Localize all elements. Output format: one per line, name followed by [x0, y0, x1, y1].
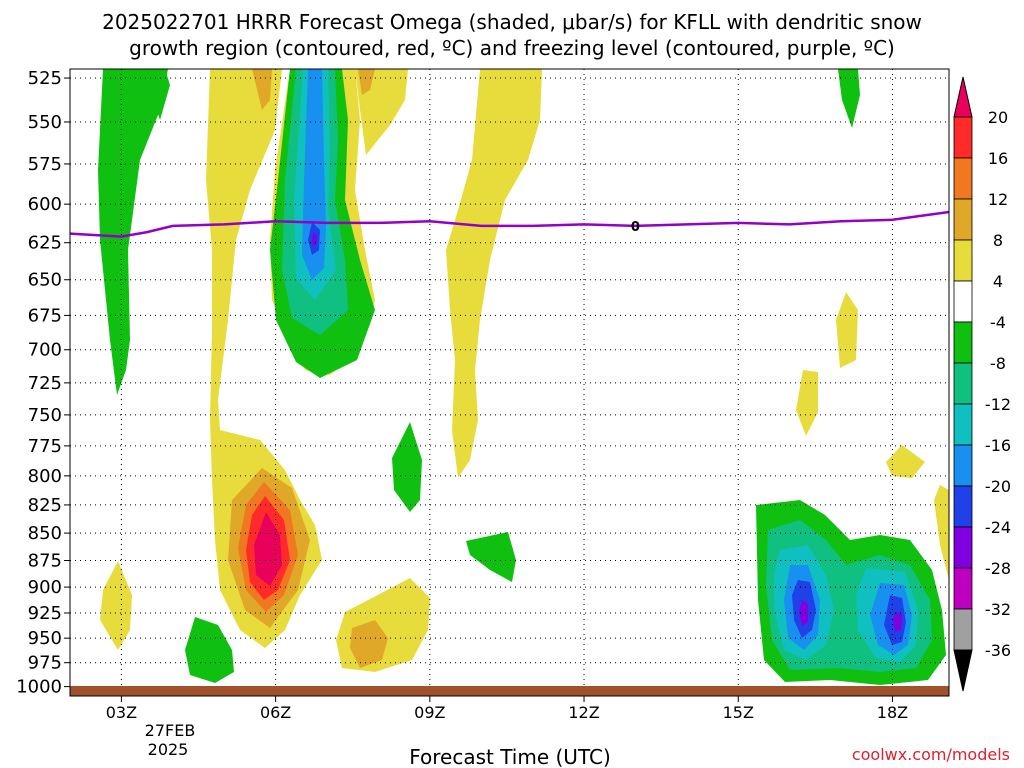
colorbar-swatch [953, 239, 973, 282]
omega-region-purple-16z [799, 600, 808, 626]
colorbar-swatch [953, 444, 973, 487]
colorbar-swatch [953, 485, 973, 528]
y-tick-label: 950 [28, 628, 62, 649]
colorbar-swatch [953, 362, 973, 405]
colorbar-label: -12 [985, 395, 1011, 414]
omega-region-yellow-07z-low [336, 578, 430, 672]
y-tick-label: 725 [28, 373, 62, 394]
y-tick-label: 1000 [16, 677, 62, 698]
y-tick-label: 925 [28, 603, 62, 624]
colorbar-label: -32 [985, 600, 1011, 619]
y-tick-label: 600 [28, 194, 62, 215]
colorbar: 20 16 12 8 4 -4 -8 -12 -16 -20 -24 -28 -32 -36 [953, 76, 1011, 692]
colorbar-label: 4 [993, 272, 1003, 291]
omega-region-green-low [185, 617, 234, 683]
x-axis: 03Z 06Z 09Z 12Z 15Z 18Z [106, 696, 908, 722]
x-tick-label: 03Z [106, 703, 137, 722]
colorbar-swatch [953, 198, 973, 241]
x-axis-title: Forecast Time (UTC) [409, 745, 611, 768]
colorbar-swatch [953, 403, 973, 446]
colorbar-label: -8 [990, 354, 1006, 373]
omega-region-green-left [98, 69, 168, 395]
y-tick-label: 900 [28, 577, 62, 598]
y-tick-label: 625 [28, 233, 62, 254]
colorbar-min-arrow [953, 649, 973, 692]
y-tick-label: 525 [28, 68, 62, 89]
omega-region-yellow-lowleft [100, 561, 132, 650]
colorbar-swatch [953, 526, 973, 569]
colorbar-label: -24 [985, 518, 1011, 537]
x-tick-label: 09Z [414, 703, 445, 722]
x-tick-label: 06Z [260, 703, 291, 722]
colorbar-swatch [953, 608, 973, 651]
colorbar-swatch [953, 321, 973, 364]
omega-region-orange-top [252, 69, 272, 110]
omega-region-magenta-core [254, 512, 282, 586]
surface-strip [70, 686, 949, 696]
omega-region-yellow-19z [934, 485, 949, 580]
chart-title-line1: 2025022701 HRRR Forecast Omega (shaded, … [102, 10, 922, 34]
date-label-year: 2025 [148, 740, 189, 759]
colorbar-swatch [953, 280, 973, 323]
omega-region-yellow-17z [836, 292, 858, 368]
x-tick-label: 18Z [877, 703, 908, 722]
colorbar-label: 16 [988, 149, 1008, 168]
y-tick-label: 750 [28, 405, 62, 426]
omega-region-green-left-top [150, 69, 170, 120]
credit-text: coolwx.com/models [852, 745, 1010, 764]
y-tick-label: 975 [28, 653, 62, 674]
freezing-level-line [69, 210, 950, 238]
colorbar-swatch [953, 567, 973, 610]
chart-title-line2: growth region (contoured, red, ºC) and f… [129, 36, 895, 60]
omega-region-yellow-09z [446, 69, 542, 478]
omega-region-green-10z [466, 532, 516, 582]
colorbar-label: -20 [985, 477, 1011, 496]
y-tick-label: 575 [28, 154, 62, 175]
y-axis: 525 550 575 600 625 650 675 700 725 750 775 800 825 8… [16, 68, 70, 698]
y-tick-label: 825 [28, 495, 62, 516]
colorbar-label: -36 [985, 641, 1011, 660]
colorbar-label: 8 [993, 231, 1003, 250]
omega-region-green-08z [392, 422, 422, 512]
colorbar-label: -4 [990, 313, 1006, 332]
omega-region-green-17z [838, 69, 860, 128]
x-tick-label: 15Z [723, 703, 754, 722]
omega-region-orange-07z-upper [358, 69, 375, 95]
colorbar-label: -28 [985, 559, 1011, 578]
colorbar-swatch [953, 116, 973, 159]
freezing-level-label: 0 [631, 220, 640, 235]
colorbar-swatch [953, 157, 973, 200]
y-tick-label: 650 [28, 270, 62, 291]
omega-region-yellow-16z [796, 370, 818, 436]
omega-shading [98, 69, 949, 685]
colorbar-label: 20 [988, 108, 1008, 127]
date-label-day: 27FEB [145, 721, 196, 740]
surface-band [70, 686, 949, 696]
omega-region-purple-18z [893, 612, 902, 632]
colorbar-label: 12 [988, 190, 1008, 209]
colorbar-label: -16 [985, 436, 1011, 455]
colorbar-max-arrow [953, 76, 973, 118]
y-tick-label: 775 [28, 436, 62, 457]
y-tick-label: 850 [28, 523, 62, 544]
omega-region-orange-07z-low [350, 620, 388, 668]
x-tick-label: 12Z [568, 703, 599, 722]
y-tick-label: 675 [28, 305, 62, 326]
y-tick-label: 875 [28, 550, 62, 571]
omega-region-yellow-18z [886, 445, 925, 478]
y-tick-label: 550 [28, 112, 62, 133]
y-tick-label: 800 [28, 466, 62, 487]
y-tick-label: 700 [28, 340, 62, 361]
